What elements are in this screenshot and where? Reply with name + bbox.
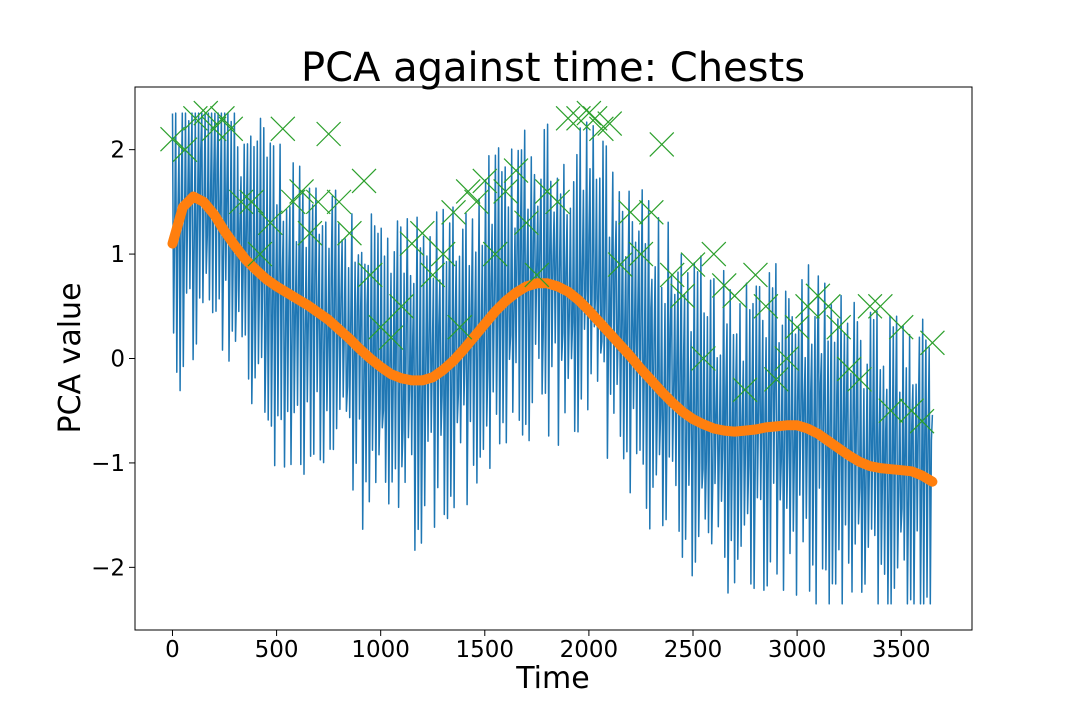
peak-marker [597, 111, 623, 136]
peak-marker [430, 241, 456, 267]
peak-marker [316, 121, 342, 147]
peak-marker [172, 137, 198, 163]
peak-marker [826, 314, 852, 340]
peak-marker [545, 189, 571, 215]
peak-marker [305, 189, 331, 215]
axes-ticks: 0 500 1000 1500 2000 2500 3000 3500 −2 −1 0 1 2 [91, 138, 930, 663]
peak-marker [576, 100, 602, 126]
peak-marker [409, 220, 435, 246]
x-tick-label: 1000 [351, 637, 410, 663]
peak-marker [389, 293, 414, 319]
peak-marker [326, 189, 352, 215]
peak-marker [607, 252, 633, 277]
peak-marker [638, 199, 664, 225]
peak-marker [351, 168, 377, 194]
peak-marker [503, 158, 529, 183]
peak-marker [878, 398, 904, 424]
plot-frame [134, 86, 973, 631]
peak-marker [732, 377, 758, 403]
plot-area [160, 100, 945, 605]
peak-marker [701, 241, 727, 267]
peak-marker [588, 116, 614, 142]
peak-marker [482, 241, 508, 267]
peak-marker [555, 105, 581, 131]
peak-marker [909, 408, 935, 434]
raw-pca-series-line [171, 112, 934, 605]
peak-marker [337, 220, 362, 246]
x-tick-label: 0 [165, 637, 180, 663]
x-tick-label: 500 [255, 637, 299, 663]
peak-marker [847, 366, 872, 392]
y-tick-label: 2 [110, 138, 125, 164]
smoothed-trend-line [167, 191, 938, 487]
peak-marker [447, 314, 473, 340]
peak-marker [357, 262, 383, 288]
peak-marker [193, 100, 219, 126]
peak-marker [270, 116, 296, 142]
x-tick-label: 3500 [872, 637, 931, 663]
y-tick-label: −2 [91, 555, 125, 581]
peak-marker [378, 325, 404, 351]
peak-marker [464, 189, 489, 215]
peak-marker [160, 126, 185, 152]
y-axis-label: PCA value [53, 282, 88, 433]
peak-marker [210, 105, 235, 131]
peak-marker [280, 189, 306, 215]
chart-title: PCA against time: Chests [301, 45, 805, 91]
peak-marker [784, 314, 810, 340]
peak-marker [524, 262, 550, 288]
peak-marker [218, 116, 244, 142]
y-tick-label: 0 [110, 347, 125, 373]
peak-marker [888, 314, 914, 340]
peak-marker [618, 199, 643, 225]
peak-marker [297, 220, 323, 246]
peak-marker [239, 189, 265, 215]
peak-marker [743, 262, 768, 288]
peak-marker [857, 293, 883, 319]
x-axis-label: Time [515, 661, 589, 696]
peak-marker [420, 262, 446, 288]
peak-marker [247, 241, 273, 267]
peak-marker [472, 168, 498, 194]
peak-marker [690, 346, 716, 371]
peak-marker [722, 283, 748, 309]
peak-marker [815, 293, 841, 319]
x-tick-label: 2500 [664, 637, 723, 663]
y-tick-label: −1 [91, 451, 125, 477]
x-tick-label: 1500 [456, 637, 515, 663]
peak-marker [493, 178, 519, 204]
peak-marker [289, 178, 314, 204]
peak-marker [514, 210, 539, 236]
x-tick-label: 2000 [560, 637, 619, 663]
peak-marker [753, 293, 779, 319]
peak-marker [680, 252, 706, 277]
y-tick-label: 1 [110, 242, 125, 268]
peak-marker [763, 366, 789, 392]
peak-marker [455, 178, 481, 204]
peak-marker [228, 189, 254, 215]
peak-marker [441, 199, 466, 225]
peak-marker [670, 283, 696, 309]
peak-marker [628, 241, 654, 267]
peak-marker [649, 132, 675, 157]
peak-marker [659, 262, 685, 288]
peak-marker [257, 210, 283, 236]
peak-marker [920, 330, 945, 356]
peak-marker [774, 346, 800, 371]
peak-marker [867, 293, 893, 319]
x-tick-label: 3000 [768, 637, 827, 663]
